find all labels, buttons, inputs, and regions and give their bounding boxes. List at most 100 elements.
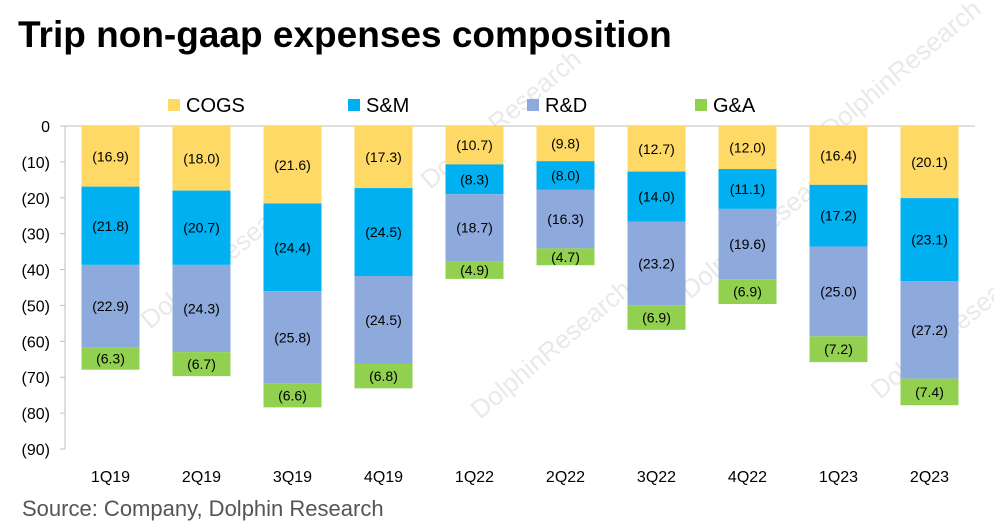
legend-swatch <box>348 99 360 111</box>
data-label: (25.0) <box>820 283 857 299</box>
legend-label: G&A <box>713 95 756 117</box>
y-tick-label: (60) <box>22 334 50 351</box>
data-label: (23.1) <box>911 232 948 248</box>
data-label: (24.5) <box>365 312 402 328</box>
x-tick-label: 4Q22 <box>728 469 767 486</box>
y-tick-label: (70) <box>22 370 50 387</box>
y-tick-label: (10) <box>22 155 50 172</box>
bar-segment-sm <box>263 203 322 292</box>
data-label: (4.7) <box>551 249 580 265</box>
data-label: (24.5) <box>365 224 402 240</box>
data-label: (16.3) <box>547 211 584 227</box>
watermark-text: DolphinResearch <box>815 0 987 145</box>
data-label: (6.6) <box>278 388 307 404</box>
data-label: (22.9) <box>92 298 129 314</box>
x-tick-label: 2Q19 <box>182 469 221 486</box>
bar-segment-ga <box>809 336 868 363</box>
data-label: (17.3) <box>365 149 402 165</box>
bar-segment-cogs <box>809 126 868 185</box>
bar-segment-rd <box>263 291 322 384</box>
legend-label: R&D <box>545 95 587 117</box>
bar-segment-rd <box>81 264 140 348</box>
data-label: (6.9) <box>733 284 762 300</box>
data-label: (20.1) <box>911 154 948 170</box>
bar-segment-cogs <box>354 126 413 189</box>
data-label: (18.7) <box>456 220 493 236</box>
data-label: (8.3) <box>460 171 489 187</box>
data-label: (12.0) <box>729 140 766 156</box>
y-tick-label: (20) <box>22 191 50 208</box>
y-tick-label: 0 <box>41 119 50 136</box>
data-label: (6.9) <box>642 309 671 325</box>
bar-segment-rd <box>445 194 504 262</box>
bar-segment-cogs <box>900 126 959 199</box>
bar-segment-cogs <box>172 126 231 191</box>
bar-segment-sm <box>172 190 231 265</box>
data-label: (10.7) <box>456 137 493 153</box>
x-tick-label: 3Q22 <box>637 469 676 486</box>
y-tick-label: (30) <box>22 227 50 244</box>
bar-segment-sm <box>627 171 686 222</box>
data-label: (6.8) <box>369 368 398 384</box>
x-tick-label: 1Q19 <box>91 469 130 486</box>
bar-segment-cogs <box>263 126 322 204</box>
x-tick-label: 4Q19 <box>364 469 403 486</box>
bar-segment-ga <box>172 352 231 377</box>
data-label: (24.4) <box>274 239 311 255</box>
bar-segment-ga <box>263 383 322 408</box>
data-label: (16.4) <box>820 147 857 163</box>
legend-swatch <box>168 99 180 111</box>
chart-title: Trip non-gaap expenses composition <box>18 14 672 55</box>
data-label: (8.0) <box>551 168 580 184</box>
bar-segment-cogs <box>536 126 595 162</box>
data-label: (21.8) <box>92 218 129 234</box>
data-label: (7.4) <box>915 384 944 400</box>
bar-segment-cogs <box>627 126 686 172</box>
legend-label: COGS <box>186 95 245 117</box>
data-label: (25.8) <box>274 329 311 345</box>
legend-label: S&M <box>366 95 409 117</box>
data-label: (9.8) <box>551 136 580 152</box>
bar-segment-rd <box>809 246 868 337</box>
bar-segment-rd <box>536 189 595 249</box>
data-label: (17.2) <box>820 208 857 224</box>
bar-segment-ga <box>81 347 140 370</box>
data-label: (16.9) <box>92 148 129 164</box>
bar-segment-ga <box>354 363 413 389</box>
data-label: (11.1) <box>730 181 766 197</box>
legend-swatch <box>527 99 539 111</box>
bar-segment-rd <box>718 208 777 280</box>
data-label: (4.9) <box>460 262 489 278</box>
bar-segment-sm <box>718 169 777 209</box>
data-label: (23.2) <box>638 255 675 271</box>
bar-segment-ga <box>718 279 777 305</box>
bar-segment-cogs <box>445 126 504 165</box>
bar-segment-rd <box>172 264 231 353</box>
x-tick-label: 3Q19 <box>273 469 312 486</box>
source-note: Source: Company, Dolphin Research <box>22 496 384 521</box>
bar-segment-ga <box>445 261 504 279</box>
data-label: (21.6) <box>274 157 311 173</box>
data-label: (7.2) <box>824 341 853 357</box>
data-label: (6.7) <box>187 356 216 372</box>
y-tick-label: (40) <box>22 263 50 280</box>
y-tick-label: (50) <box>22 298 50 315</box>
y-tick-label: (80) <box>22 406 50 423</box>
bar-segment-cogs <box>718 126 777 170</box>
data-label: (24.3) <box>183 300 220 316</box>
bar-segment-ga <box>627 305 686 330</box>
bar-segment-sm <box>445 164 504 195</box>
x-tick-label: 1Q23 <box>819 469 858 486</box>
bar-segment-sm <box>354 188 413 277</box>
bar-segment-sm <box>809 184 868 247</box>
x-axis-labels: 1Q19 2Q19 3Q19 4Q19 1Q22 2Q22 3Q22 4Q22 1Q23 2Q23 <box>91 469 949 486</box>
bar-segment-cogs <box>81 126 140 187</box>
x-tick-label: 2Q23 <box>910 469 949 486</box>
bar-segment-ga <box>536 248 595 266</box>
bar-segment-sm <box>536 161 595 190</box>
data-labels-layer: (16.9) (21.8) (22.9) (6.3) (18.0) (20.7) (24.3… <box>92 136 948 404</box>
bar-segment-ga <box>900 378 959 406</box>
watermark-text: DolphinResearch <box>465 273 637 424</box>
bar-segment-sm <box>81 186 140 265</box>
data-label: (18.0) <box>183 150 220 166</box>
